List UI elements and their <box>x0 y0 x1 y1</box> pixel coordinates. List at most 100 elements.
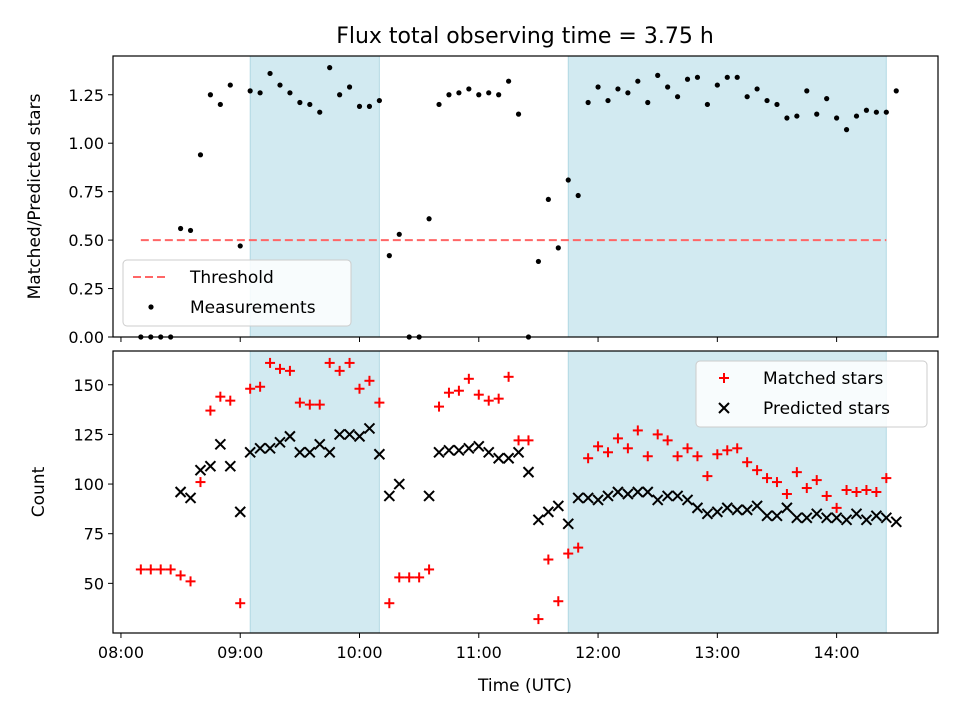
measurement-point <box>814 111 820 117</box>
matched-point <box>503 371 514 382</box>
matched-point <box>841 485 852 496</box>
predicted-point <box>880 512 893 524</box>
measurement-point <box>187 227 194 234</box>
predicted-point <box>632 486 644 498</box>
measurement-point <box>873 109 879 115</box>
measurement-point <box>863 107 870 113</box>
measurement-point <box>774 101 780 108</box>
bottom-panel-counts: 08:00 09:00 10:00 11:00 12:00 13:00 14:00 50 75 1… <box>29 350 939 662</box>
predicted-point <box>284 430 296 443</box>
measurement-point <box>515 111 522 117</box>
matched-point <box>533 614 544 625</box>
matched-point <box>632 425 643 436</box>
matched-point <box>424 564 435 575</box>
predicted-point <box>433 446 445 458</box>
predicted-point <box>830 512 843 524</box>
matched-point <box>871 487 882 497</box>
measurement-point <box>297 99 303 106</box>
matched-point <box>205 405 216 416</box>
predicted-point <box>691 502 704 514</box>
matched-point <box>155 564 166 575</box>
x-tick-label: 10:00 <box>336 643 382 662</box>
measurement-point <box>804 88 810 94</box>
matched-point <box>762 473 773 484</box>
measurement-point <box>754 86 760 92</box>
measurement-point <box>655 72 661 78</box>
matched-point <box>583 453 594 464</box>
x-tick-label: 12:00 <box>575 643 621 662</box>
matched-point <box>463 373 474 384</box>
predicted-point <box>264 442 276 455</box>
matched-point <box>304 399 315 410</box>
y-tick-label: 75 <box>84 525 104 544</box>
predicted-point <box>304 446 316 458</box>
predicted-point <box>244 446 256 458</box>
measurement-point <box>366 103 373 109</box>
matched-point <box>821 490 832 501</box>
measurement-point <box>177 225 184 232</box>
measurement-point <box>247 88 253 94</box>
measurement-point <box>307 101 313 108</box>
measurement-point <box>883 109 889 115</box>
predicted-point <box>701 508 714 520</box>
predicted-point <box>512 446 525 458</box>
matched-point <box>274 363 285 374</box>
measurement-point <box>595 84 601 90</box>
matched-point <box>672 451 683 462</box>
predicted-point <box>582 492 594 504</box>
measurement-point <box>625 90 631 96</box>
predicted-point <box>612 486 624 498</box>
measurement-point <box>197 152 204 158</box>
predicted-point <box>562 518 574 530</box>
legend-box <box>695 360 928 428</box>
matched-point <box>881 473 892 484</box>
predicted-point <box>572 492 584 504</box>
predicted-point <box>502 452 515 464</box>
predicted-point <box>622 488 634 500</box>
matched-point <box>642 451 653 462</box>
measurement-point <box>317 109 323 115</box>
matched-point <box>165 564 176 575</box>
measurement-point <box>496 92 502 98</box>
y-tick-label: 1.25 <box>68 86 104 105</box>
predicted-point <box>820 512 833 524</box>
matched-point <box>324 357 335 368</box>
matched-point <box>225 395 236 406</box>
matched-point <box>543 554 554 565</box>
y-tick-label: 0.00 <box>68 328 104 347</box>
measurement-point <box>486 90 492 96</box>
legend-label: Predicted stars <box>763 399 890 419</box>
predicted-point <box>333 428 346 441</box>
matched-point <box>523 435 534 446</box>
matched-point <box>145 564 156 575</box>
predicted-point <box>721 502 733 514</box>
matched-point <box>284 365 295 376</box>
predicted-point <box>184 492 197 504</box>
measurement-point <box>376 97 382 104</box>
predicted-point <box>323 446 336 458</box>
measurement-point <box>794 113 800 119</box>
predicted-point <box>443 444 455 457</box>
predicted-point <box>383 490 396 502</box>
matched-point <box>662 435 673 446</box>
matched-point <box>473 389 484 400</box>
matched-point <box>364 375 375 386</box>
matched-point <box>682 443 693 454</box>
measurement-point <box>585 99 591 106</box>
matched-point <box>255 381 266 392</box>
predicted-point <box>741 504 753 516</box>
y-tick-label: 50 <box>84 574 104 593</box>
measurement-point <box>396 231 402 237</box>
matched-point <box>553 596 564 607</box>
matched-point <box>781 488 792 499</box>
measurement-point <box>466 86 472 92</box>
x-tick-label: 08:00 <box>98 643 144 662</box>
matched-point <box>334 365 345 376</box>
predicted-point <box>731 504 743 516</box>
predicted-point <box>602 490 614 502</box>
matched-point <box>414 572 425 583</box>
predicted-point <box>224 460 236 472</box>
measurement-point <box>843 127 850 133</box>
predicted-point <box>681 494 694 506</box>
predicted-point <box>771 510 783 522</box>
